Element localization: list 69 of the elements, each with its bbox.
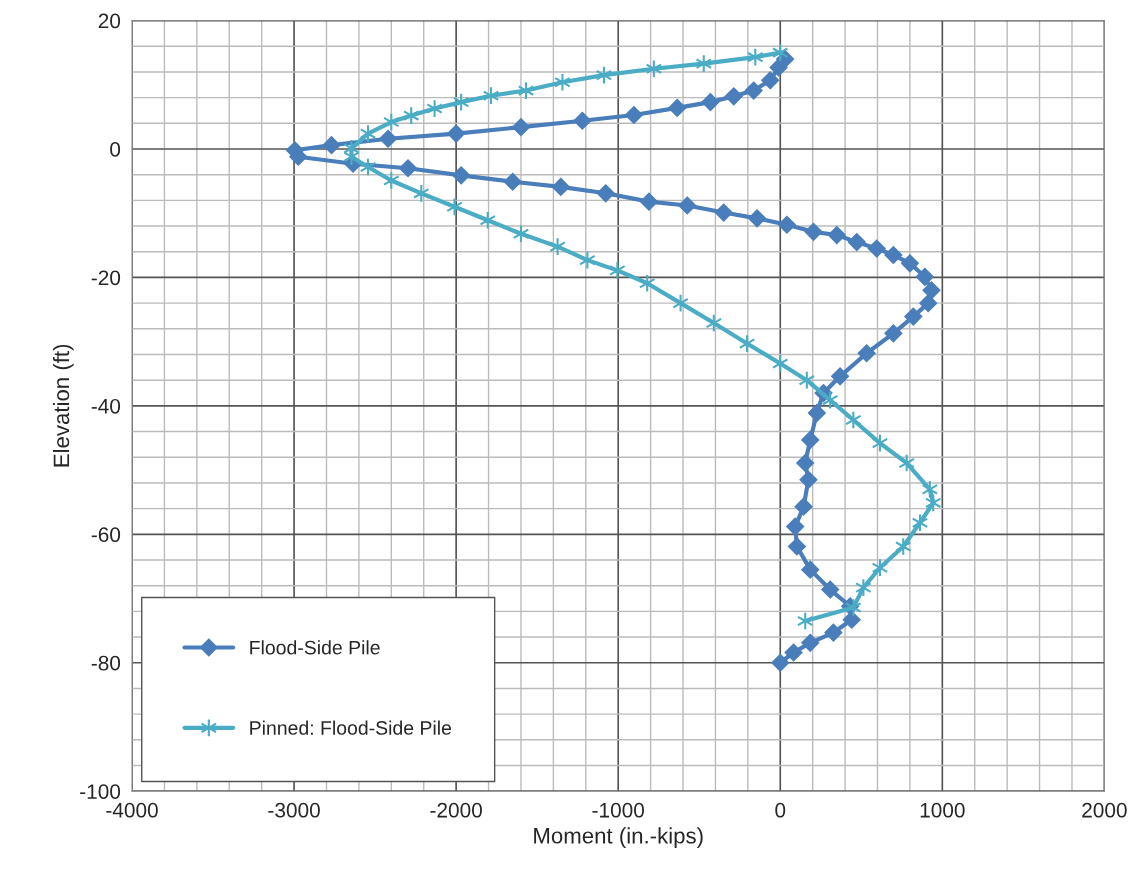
point <box>801 431 820 449</box>
x-tick-label: -3000 <box>268 802 320 818</box>
point <box>638 273 656 293</box>
point <box>701 93 720 112</box>
point <box>847 233 866 252</box>
point <box>799 470 818 489</box>
point <box>678 196 697 215</box>
point <box>771 653 790 672</box>
point <box>769 58 788 77</box>
point <box>778 215 796 234</box>
point <box>801 633 820 652</box>
point <box>714 203 733 222</box>
point <box>452 166 471 185</box>
point <box>919 294 938 313</box>
x-tick-label: -4000 <box>106 802 158 818</box>
x-tick-label: -2000 <box>430 802 482 818</box>
y-tick-label: -40 <box>91 398 121 414</box>
point <box>640 192 658 211</box>
point <box>399 159 417 178</box>
point <box>827 226 846 244</box>
point <box>857 344 876 363</box>
y-tick-label: -60 <box>91 527 121 543</box>
x-axis-title: Moment (in.-kips) <box>534 827 703 848</box>
point <box>596 184 615 203</box>
point <box>807 404 826 422</box>
y-tick-label: 0 <box>110 142 121 157</box>
point <box>446 197 463 217</box>
point <box>625 106 643 124</box>
y-tick-label: -20 <box>91 270 121 286</box>
point <box>788 537 806 556</box>
x-tick-label: 1000 <box>920 802 965 818</box>
point <box>551 177 570 196</box>
point <box>884 246 903 264</box>
point <box>915 267 934 286</box>
point <box>804 222 823 241</box>
point <box>922 281 941 300</box>
point <box>503 172 522 191</box>
legend-label: Flood-Side Pile <box>250 640 380 655</box>
legend-label: Pinned: Flood-Side Pile <box>250 720 452 735</box>
point <box>821 580 840 599</box>
y-tick-label: -80 <box>91 655 121 671</box>
point <box>322 136 341 155</box>
point <box>744 81 763 100</box>
point <box>904 307 923 326</box>
point <box>668 99 687 117</box>
x-tick-label: -1000 <box>592 802 645 818</box>
point <box>748 209 766 228</box>
y-tick-label: 20 <box>98 13 121 29</box>
point <box>512 118 530 137</box>
point <box>794 497 813 516</box>
point <box>447 124 466 143</box>
y-tick-label: -100 <box>80 784 121 799</box>
point <box>796 454 815 472</box>
x-tick-label: 0 <box>775 802 786 818</box>
point <box>761 71 780 90</box>
point <box>901 254 919 273</box>
point <box>798 370 816 390</box>
point <box>379 129 397 148</box>
point <box>724 87 743 106</box>
point <box>786 517 805 536</box>
point <box>801 560 820 579</box>
x-tick-label: 2000 <box>1082 802 1127 818</box>
point <box>831 367 849 386</box>
y-axis-title: Elevation (ft) <box>52 344 74 467</box>
point <box>573 111 592 130</box>
point <box>867 239 886 258</box>
point <box>824 623 843 642</box>
point <box>784 643 803 662</box>
point <box>884 324 903 343</box>
